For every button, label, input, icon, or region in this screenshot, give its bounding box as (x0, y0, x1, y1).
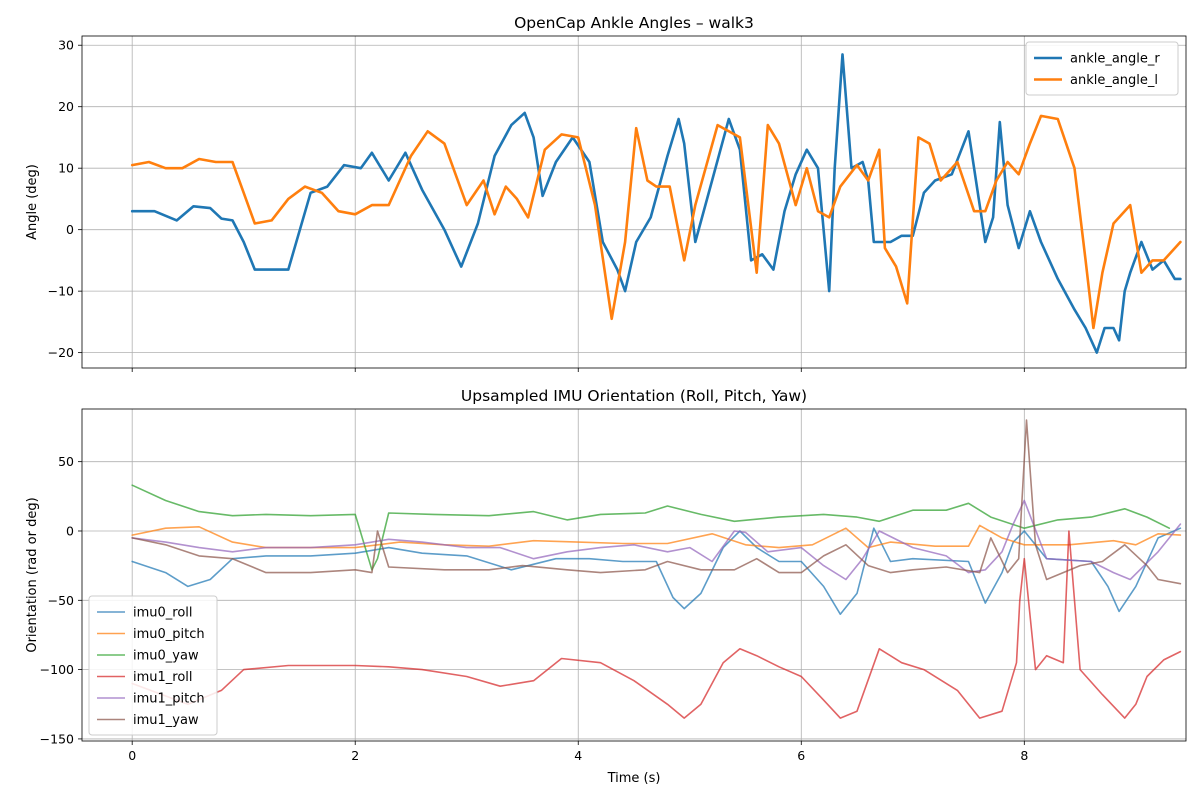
legend-label: ankle_angle_l (1070, 73, 1158, 88)
axes-frame (81, 408, 1187, 742)
legend: imu0_roll imu0_pitch imu0_yaw imu1_roll imu1… (88, 595, 218, 736)
imu-orientation-chart: 0 2 4 6 8 −150 −100 −50 0 50 Upsampled IMU Orienta… (25, 387, 1187, 786)
x-tick-label: 0 (128, 748, 136, 763)
series-line-imu1-roll (131, 530, 1182, 719)
legend-label: imu1_roll (133, 670, 193, 685)
y-tick-label: 30 (58, 38, 74, 53)
x-tick-label: 2 (351, 748, 359, 763)
y-tick-label: 0 (66, 222, 74, 237)
y-tick-label: −50 (48, 593, 74, 608)
y-tick-label: −20 (48, 345, 74, 360)
series-line-imu1-pitch (131, 499, 1182, 581)
x-tick-label: 6 (797, 748, 805, 763)
y-tick-label: 20 (58, 99, 74, 114)
axes-frame (81, 35, 1187, 369)
series-line-ankle-angle-r (130, 53, 1182, 354)
legend-box (88, 595, 218, 736)
chart-title: OpenCap Ankle Angles – walk3 (514, 14, 754, 32)
series-group (130, 53, 1182, 354)
y-tick-label: −100 (40, 662, 74, 677)
legend-label: imu0_roll (133, 606, 193, 621)
y-tick-label: −150 (40, 731, 74, 746)
x-axis-label: Time (s) (607, 771, 661, 786)
series-line-imu0-pitch (131, 524, 1182, 549)
y-tick-label: 0 (66, 523, 74, 538)
y-axis-label: Angle (deg) (25, 164, 40, 240)
legend-box (1025, 41, 1179, 96)
x-tick-label: 8 (1020, 748, 1028, 763)
legend-label: imu1_yaw (133, 713, 199, 728)
ankle-angles-chart: −20 −10 0 10 20 30 OpenCap Ankle Angles – walk… (25, 14, 1187, 372)
legend-label: imu0_pitch (133, 627, 205, 642)
y-axis-label: Orientation (rad or deg) (25, 497, 40, 652)
series-line-ankle-angle-l (130, 114, 1182, 330)
series-line-imu0-roll (131, 527, 1182, 616)
series-line-imu1-yaw (131, 419, 1182, 585)
y-tick-label: −10 (48, 284, 74, 299)
y-tick-label: 10 (58, 161, 74, 176)
legend-label: imu1_pitch (133, 692, 205, 707)
series-group (131, 419, 1182, 719)
y-tick-label: 50 (58, 454, 74, 469)
legend-label: ankle_angle_r (1070, 52, 1160, 67)
chart-title: Upsampled IMU Orientation (Roll, Pitch, … (461, 387, 807, 405)
legend-label: imu0_yaw (133, 649, 199, 664)
legend: ankle_angle_r ankle_angle_l (1025, 41, 1179, 96)
series-line-imu0-yaw (131, 484, 1171, 571)
x-tick-label: 4 (574, 748, 582, 763)
